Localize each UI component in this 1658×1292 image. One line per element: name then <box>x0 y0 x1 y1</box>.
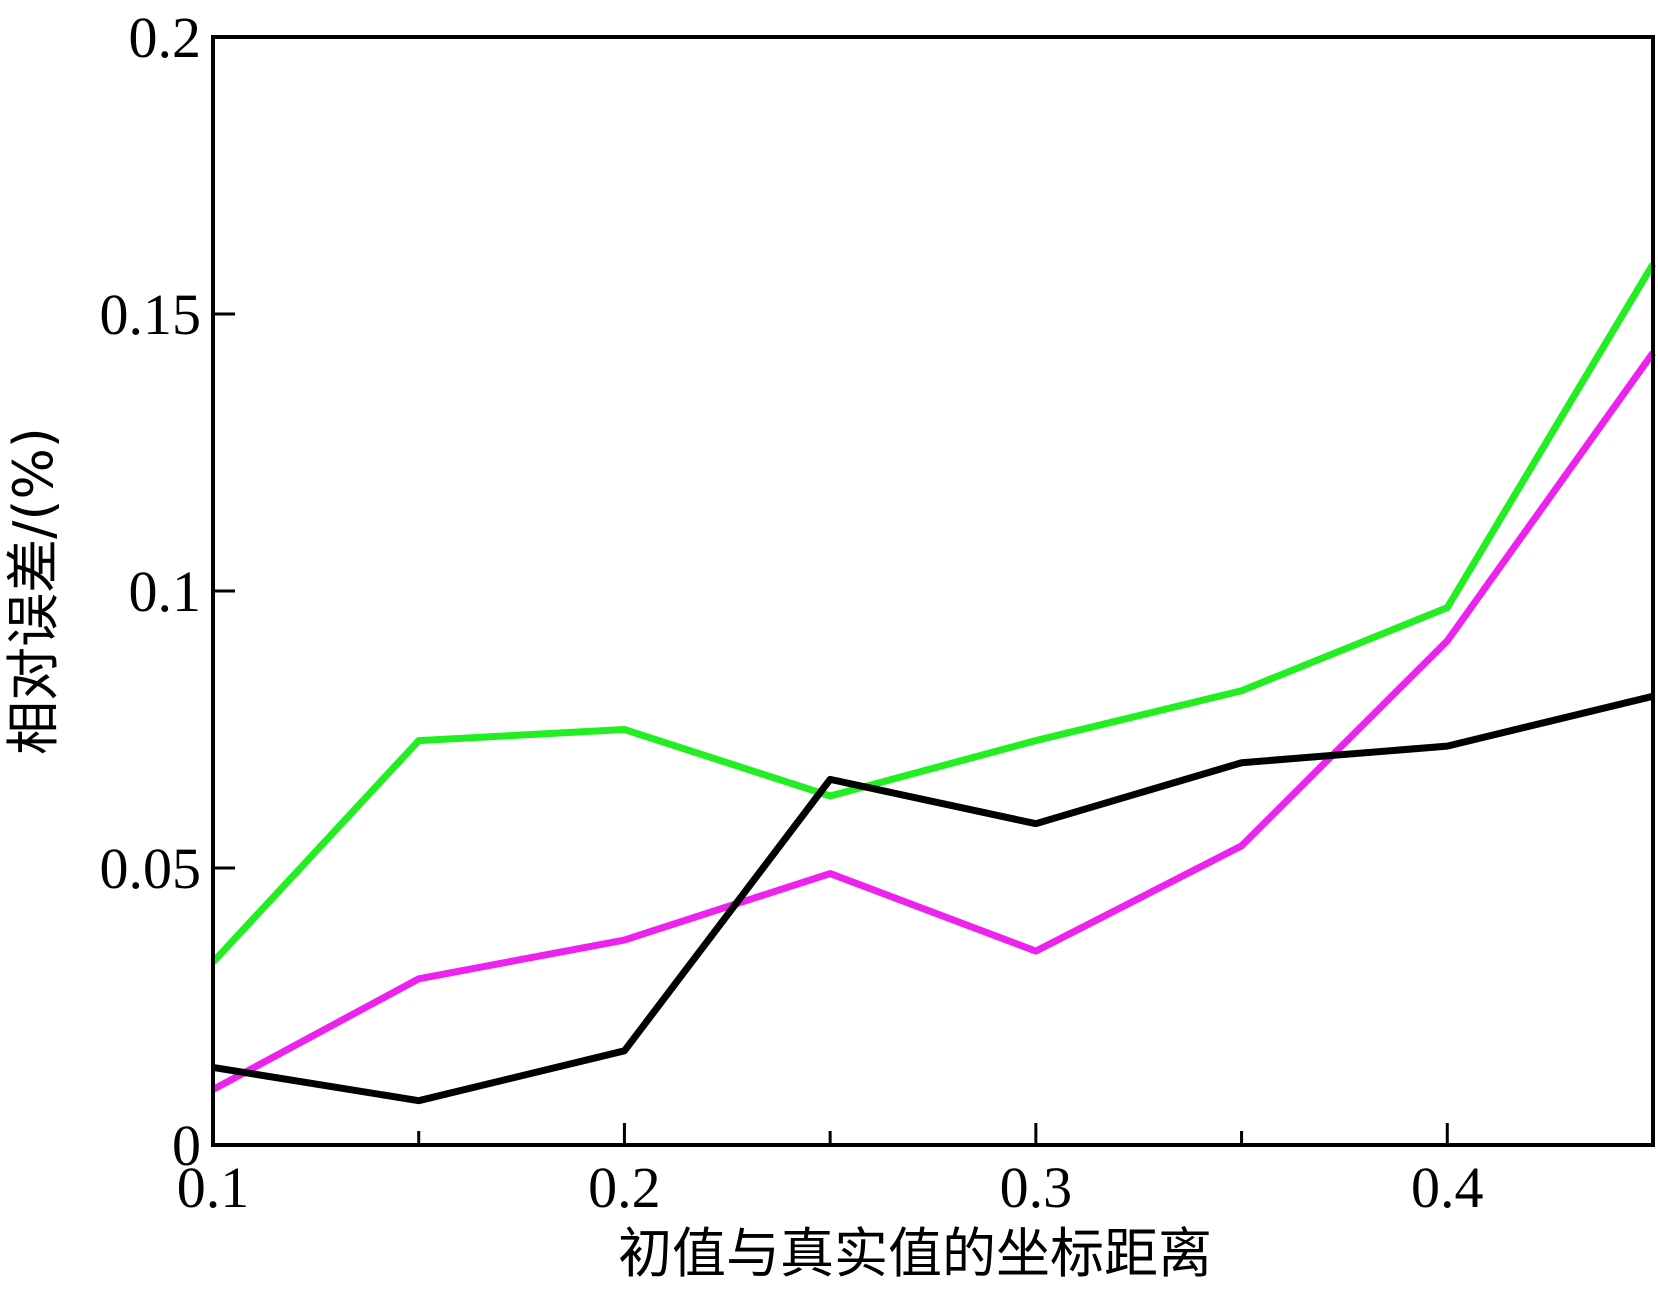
x-tick-label: 0.3 <box>1000 1155 1073 1220</box>
x-tick-label: 0.4 <box>1411 1155 1484 1220</box>
series-line-2 <box>211 350 1656 1093</box>
series-layer <box>210 262 1657 1105</box>
x-axis-title: 初值与真实值的坐标距离 <box>618 1222 1212 1285</box>
y-tick-label: 0.05 <box>100 836 202 901</box>
x-tick-label: 0.1 <box>177 1155 250 1220</box>
y-tick-label: 0.15 <box>100 282 202 347</box>
x-tick-label: 0.2 <box>588 1155 661 1220</box>
y-tick-label: 0.1 <box>129 559 202 624</box>
x-axis-ticks: 0.1 0.2 0.3 0.4 <box>177 1123 1484 1220</box>
series-line-3 <box>212 692 1654 1105</box>
y-axis-title: 相对误差/(%) <box>2 427 65 755</box>
y-axis-ticks: 0 0.05 0.1 0.15 0.2 <box>100 5 235 1178</box>
y-tick-label: 0.2 <box>129 5 202 70</box>
y-tick-label: 0 <box>172 1113 201 1178</box>
series-line-1 <box>210 262 1657 965</box>
